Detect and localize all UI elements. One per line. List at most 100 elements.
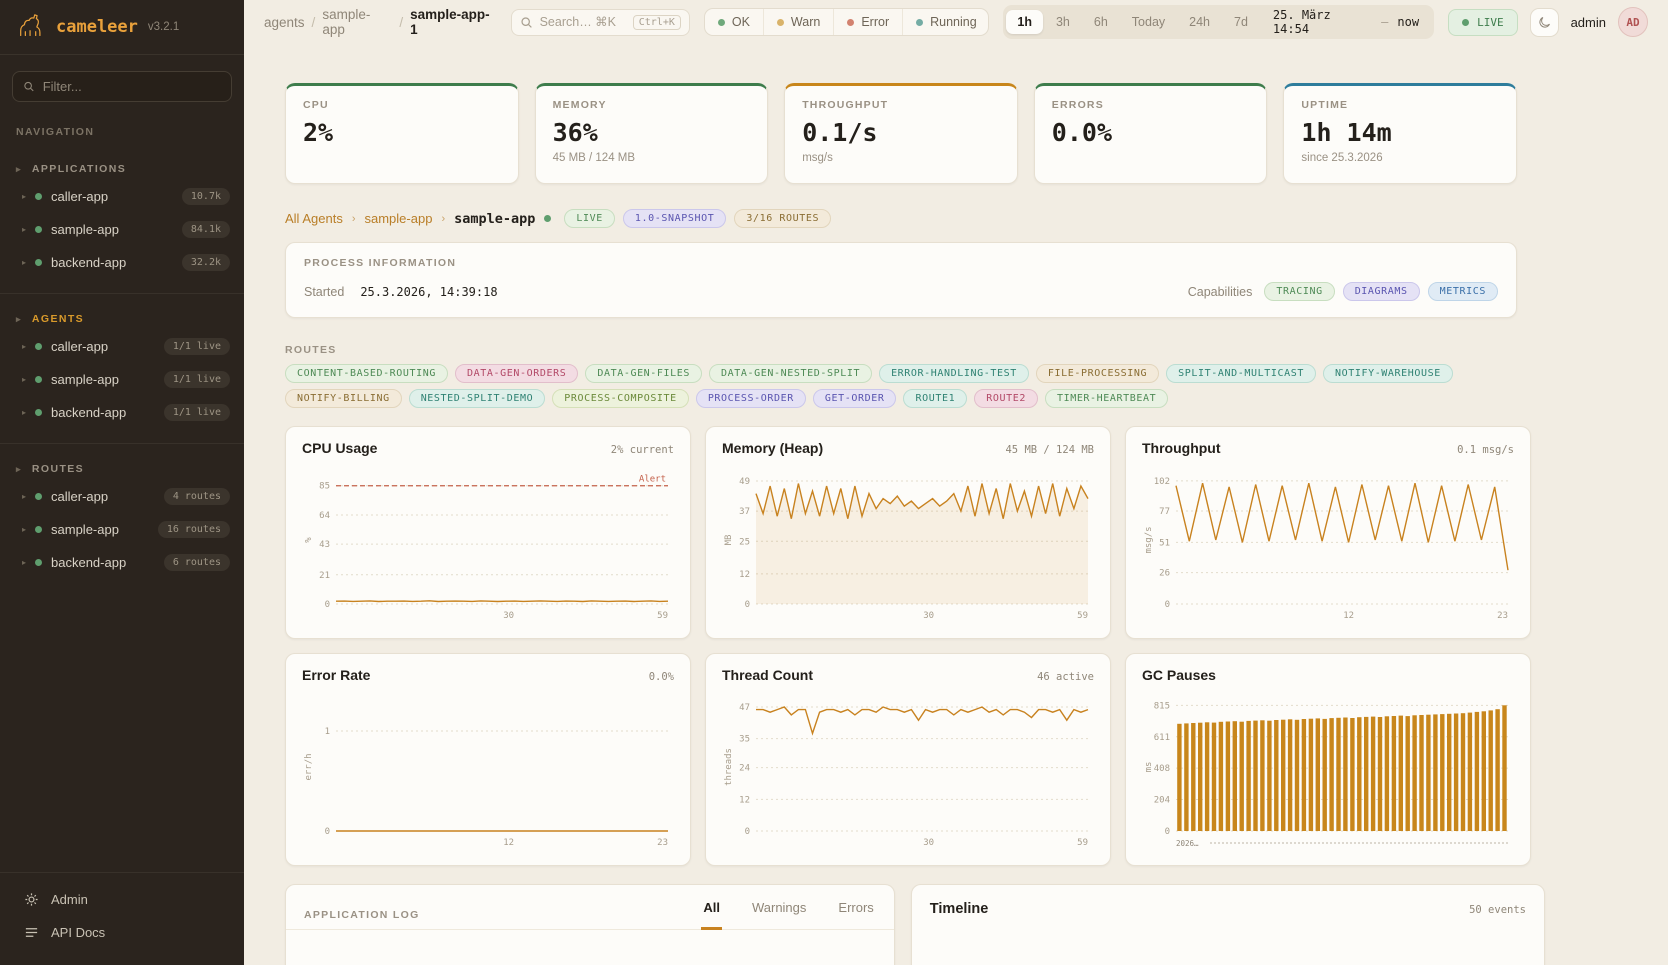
- route-chip-get-order[interactable]: GET-ORDER: [812, 389, 897, 408]
- svg-text:611: 611: [1154, 733, 1170, 743]
- log-tabs: All Warnings Errors: [701, 900, 875, 930]
- item-badge: 32.2k: [181, 254, 230, 271]
- app-version: v3.2.1: [147, 21, 180, 33]
- sidebar-item-admin[interactable]: Admin: [0, 883, 244, 916]
- svg-text:85: 85: [319, 482, 330, 492]
- time-range-24h[interactable]: 24h: [1189, 15, 1211, 29]
- chart-value-label: 45 MB / 124 MB: [1005, 444, 1094, 456]
- time-range-1h[interactable]: 1h: [1006, 10, 1043, 34]
- chart-title: Throughput: [1142, 440, 1221, 456]
- route-chip-error-handling-test[interactable]: ERROR-HANDLING-TEST: [879, 364, 1029, 383]
- sidebar-item-label: Admin: [51, 892, 88, 907]
- route-chip-data-gen-nested-split[interactable]: DATA-GEN-NESTED-SPLIT: [709, 364, 873, 383]
- chevron-right-icon: ▸: [22, 491, 27, 501]
- sidebar-item-agents-caller-app[interactable]: ▸ caller-app 1/1 live: [0, 330, 244, 363]
- log-tab-all[interactable]: All: [701, 900, 722, 930]
- sidebar-item-applications-caller-app[interactable]: ▸ caller-app 10.7k: [0, 180, 244, 213]
- avatar[interactable]: AD: [1618, 7, 1648, 37]
- route-chip-timer-heartbeat[interactable]: TIMER-HEARTBEAT: [1044, 389, 1169, 408]
- sample-app-link[interactable]: sample-app: [364, 211, 433, 226]
- status-filter-warn[interactable]: Warn: [762, 9, 833, 35]
- svg-text:err/h: err/h: [304, 753, 314, 780]
- chevron-right-icon: ▸: [16, 313, 22, 324]
- sidebar-item-applications-sample-app[interactable]: ▸ sample-app 84.1k: [0, 213, 244, 246]
- user-name: admin: [1570, 14, 1606, 30]
- live-toggle[interactable]: LIVE: [1448, 8, 1518, 36]
- time-range-today[interactable]: Today: [1131, 15, 1166, 29]
- status-dot-icon: [35, 193, 43, 200]
- time-range-7d[interactable]: 7d: [1234, 15, 1248, 29]
- chart-value-label: 0.1 msg/s: [1457, 444, 1514, 456]
- route-chip-data-gen-files[interactable]: DATA-GEN-FILES: [585, 364, 703, 383]
- breadcrumb-separator: /: [399, 14, 404, 30]
- log-tab-errors[interactable]: Errors: [838, 900, 874, 915]
- svg-text:1: 1: [325, 727, 330, 737]
- status-filter-running[interactable]: Running: [902, 9, 988, 35]
- metric-label: UPTIME: [1301, 99, 1349, 111]
- svg-text:59: 59: [1077, 611, 1088, 621]
- status-filter-error[interactable]: Error: [833, 9, 902, 35]
- sidebar-item-agents-sample-app[interactable]: ▸ sample-app 1/1 live: [0, 363, 244, 396]
- started-value: 25.3.2026, 14:39:18: [360, 284, 498, 299]
- svg-text:102: 102: [1154, 477, 1170, 487]
- filter-input[interactable]: [42, 79, 221, 94]
- chevron-right-icon: ▸: [22, 557, 27, 567]
- item-badge: 16 routes: [157, 521, 230, 538]
- route-chip-split-and-multicast[interactable]: SPLIT-AND-MULTICAST: [1166, 364, 1316, 383]
- route-chip-file-processing[interactable]: FILE-PROCESSING: [1035, 364, 1160, 383]
- svg-text:Alert: Alert: [639, 475, 666, 485]
- status-filter-ok[interactable]: OK: [705, 9, 763, 35]
- route-chip-route2[interactable]: ROUTE2: [974, 389, 1038, 408]
- svg-text:0: 0: [1165, 600, 1170, 610]
- svg-text:59: 59: [657, 611, 668, 621]
- dark-mode-toggle[interactable]: [1529, 7, 1559, 37]
- log-tab-warnings[interactable]: Warnings: [751, 900, 807, 915]
- svg-text:msg/s: msg/s: [1144, 526, 1154, 553]
- global-search[interactable]: Ctrl+K: [510, 8, 690, 36]
- sidebar-item-api-docs[interactable]: API Docs: [0, 916, 244, 949]
- route-chip-process-composite[interactable]: PROCESS-COMPOSITE: [552, 389, 689, 408]
- svg-text:30: 30: [503, 611, 514, 621]
- time-range-6h[interactable]: 6h: [1093, 15, 1108, 29]
- route-chip-route1[interactable]: ROUTE1: [903, 389, 968, 408]
- breadcrumb-agents[interactable]: agents: [264, 14, 305, 30]
- status-dot-icon: [35, 526, 43, 533]
- metric-label: CPU: [303, 99, 329, 111]
- search-icon: [24, 81, 34, 92]
- timeline-header: Timeline 50 events: [912, 885, 1544, 917]
- route-chip-content-based-routing[interactable]: CONTENT-BASED-ROUTING: [285, 364, 449, 383]
- nav-section-agents: ▸ AGENTS ▸ caller-app 1/1 live ▸ sample-app 1/1…: [0, 293, 244, 429]
- sidebar-item-routes-caller-app[interactable]: ▸ caller-app 4 routes: [0, 480, 244, 513]
- route-chip-data-gen-orders[interactable]: DATA-GEN-ORDERS: [455, 364, 579, 383]
- sidebar: cameleer v3.2.1 NAVIGATION ▸ APPLICATIONS…: [0, 0, 244, 965]
- sidebar-filter[interactable]: [12, 71, 232, 102]
- all-agents-link[interactable]: All Agents: [285, 211, 343, 226]
- nav-section-applications: ▸ APPLICATIONS ▸ caller-app 10.7k ▸ sample-app…: [0, 150, 244, 279]
- section-header-agents[interactable]: ▸ AGENTS: [0, 308, 244, 330]
- timeline-card: Timeline 50 events: [910, 884, 1545, 965]
- svg-text:0: 0: [325, 827, 330, 837]
- search-input[interactable]: [539, 15, 626, 29]
- sidebar-item-routes-sample-app[interactable]: ▸ sample-app 16 routes: [0, 513, 244, 546]
- time-range-3h[interactable]: 3h: [1055, 15, 1070, 29]
- svg-text:12: 12: [739, 570, 750, 580]
- metric-subtext: since 25.3.2026: [1301, 152, 1383, 164]
- svg-text:26: 26: [1159, 569, 1170, 579]
- route-chip-nested-split-demo[interactable]: NESTED-SPLIT-DEMO: [408, 389, 546, 408]
- section-header-applications[interactable]: ▸ APPLICATIONS: [0, 158, 244, 180]
- chart-plot-memory-heap: 49 37 25 12 0 MB 30 59: [724, 477, 1089, 621]
- route-chip-process-order[interactable]: PROCESS-ORDER: [695, 389, 806, 408]
- metric-label: THROUGHPUT: [802, 99, 889, 111]
- status-filter-label: Warn: [790, 15, 821, 29]
- route-chip-notify-billing[interactable]: NOTIFY-BILLING: [285, 389, 402, 408]
- capabilities-label: Capabilities: [1187, 284, 1253, 299]
- sidebar-item-routes-backend-app[interactable]: ▸ backend-app 6 routes: [0, 546, 244, 579]
- breadcrumb-sample-app[interactable]: sample-app: [322, 7, 371, 37]
- sidebar-item-applications-backend-app[interactable]: ▸ backend-app 32.2k: [0, 246, 244, 279]
- metric-value: 2%: [303, 118, 334, 147]
- section-header-routes[interactable]: ▸ ROUTES: [0, 458, 244, 480]
- sidebar-item-agents-backend-app[interactable]: ▸ backend-app 1/1 live: [0, 396, 244, 429]
- time-range-display[interactable]: 25. März 14:54 — now: [1261, 8, 1431, 36]
- status-dot-icon: [35, 343, 43, 350]
- route-chip-notify-warehouse[interactable]: NOTIFY-WAREHOUSE: [1322, 364, 1453, 383]
